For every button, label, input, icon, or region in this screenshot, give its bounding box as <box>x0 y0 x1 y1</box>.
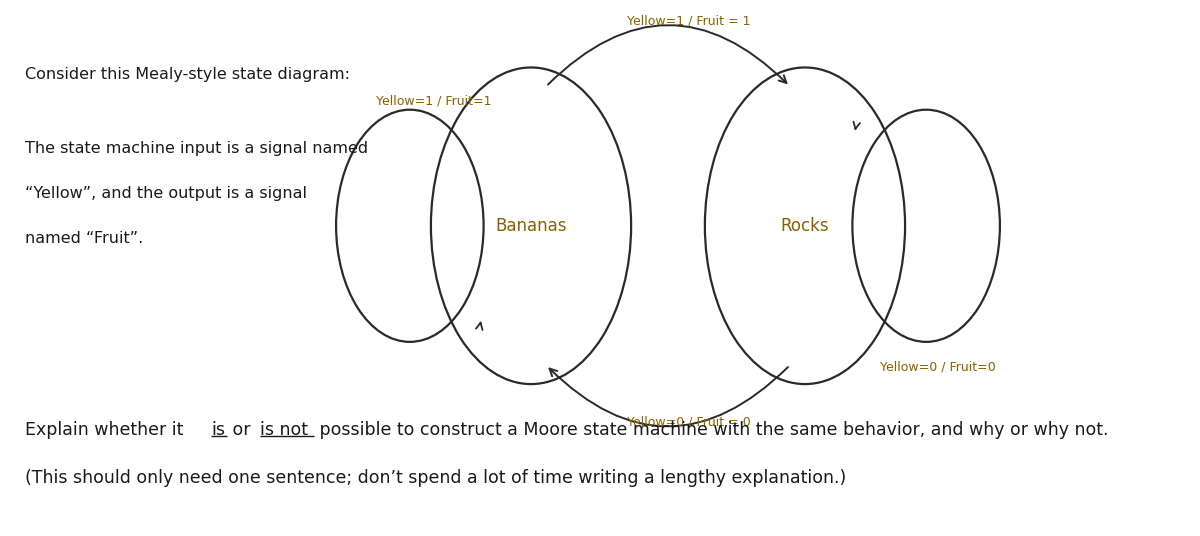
Text: The state machine input is a signal named: The state machine input is a signal name… <box>25 142 368 157</box>
Text: named “Fruit”.: named “Fruit”. <box>25 231 144 246</box>
Text: possible to construct a Moore state machine with the same behavior, and why or w: possible to construct a Moore state mach… <box>314 421 1109 439</box>
Text: is not: is not <box>259 421 307 439</box>
Text: Yellow=0 / Fruit = 0: Yellow=0 / Fruit = 0 <box>628 416 751 429</box>
Text: Bananas: Bananas <box>496 217 566 235</box>
Text: is: is <box>211 421 224 439</box>
Text: Yellow=0 / Fruit=0: Yellow=0 / Fruit=0 <box>880 360 996 374</box>
Text: Explain whether it: Explain whether it <box>25 421 190 439</box>
Text: or: or <box>227 421 256 439</box>
Text: “Yellow”, and the output is a signal: “Yellow”, and the output is a signal <box>25 186 307 201</box>
Text: Consider this Mealy-style state diagram:: Consider this Mealy-style state diagram: <box>25 68 350 83</box>
Text: Yellow=1 / Fruit = 1: Yellow=1 / Fruit = 1 <box>628 15 751 28</box>
Text: (This should only need one sentence; don’t spend a lot of time writing a lengthy: (This should only need one sentence; don… <box>25 468 846 487</box>
Text: Yellow=1 / Fruit=1: Yellow=1 / Fruit=1 <box>376 94 491 107</box>
Text: Rocks: Rocks <box>781 217 829 235</box>
